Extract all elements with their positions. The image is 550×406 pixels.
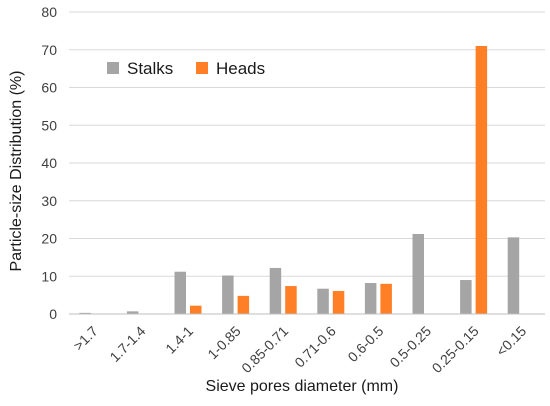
legend-label-stalks: Stalks: [127, 59, 173, 78]
bar-heads-2: [190, 305, 202, 314]
y-tick-label: 50: [41, 117, 57, 133]
y-tick-label: 0: [49, 306, 57, 322]
x-tick-label: 1-0.85: [204, 323, 244, 363]
bar-stalks-5: [317, 288, 329, 314]
x-tick-label: 0.25-0.15: [429, 323, 482, 376]
bar-heads-6: [380, 283, 392, 314]
x-tick-label: 1.4-1: [162, 323, 196, 357]
x-tick-label: 1.7-1.4: [106, 323, 148, 365]
bar-heads-5: [332, 290, 345, 314]
x-axis-title: Sieve pores diameter (mm): [206, 378, 399, 395]
x-tick-label: 0.6-0.5: [344, 323, 386, 365]
y-tick-label: 40: [41, 155, 57, 171]
bar-stalks-1: [126, 311, 139, 314]
y-tick-label: 80: [41, 4, 57, 20]
x-tick-label: 0.71-0.6: [291, 323, 339, 371]
gridlines: [69, 11, 545, 277]
x-tick-label: >1.7: [70, 323, 101, 354]
bar-stalks-2: [174, 271, 186, 314]
y-tick-label: 30: [41, 193, 57, 209]
legend-swatch-heads: [196, 62, 208, 74]
y-tick-label: 10: [41, 268, 57, 284]
legend-swatch-stalks: [107, 62, 119, 74]
bar-stalks-0: [79, 312, 91, 314]
y-axis-ticks: 0 10 20 30 40 50 60 70 80: [41, 4, 57, 322]
bar-stalks-3: [222, 275, 234, 314]
x-tick-label: 0.85-0.71: [238, 323, 291, 376]
bar-heads-8: [475, 45, 488, 314]
bars: [79, 45, 520, 314]
bar-stalks-8: [460, 280, 472, 314]
x-tick-label: 0.5-0.25: [386, 323, 434, 371]
bar-stalks-4: [269, 267, 282, 314]
y-axis-title: Particle-size Distribution (%): [8, 71, 25, 272]
x-axis-ticks: >1.7 1.7-1.4 1.4-1 1-0.850.85-0.71 0.71-0.6 0…: [70, 323, 529, 376]
legend-label-heads: Heads: [216, 59, 265, 78]
bar-stalks-9: [507, 237, 520, 314]
bar-stalks-7: [412, 233, 424, 314]
bar-heads-4: [285, 286, 297, 314]
x-tick-label: <0.15: [493, 323, 530, 360]
y-tick-label: 60: [41, 80, 57, 96]
y-tick-label: 70: [41, 42, 57, 58]
y-tick-label: 20: [41, 231, 57, 247]
legend: Stalks Heads: [107, 59, 265, 78]
bar-stalks-6: [364, 283, 377, 314]
bar-heads-3: [237, 295, 250, 314]
